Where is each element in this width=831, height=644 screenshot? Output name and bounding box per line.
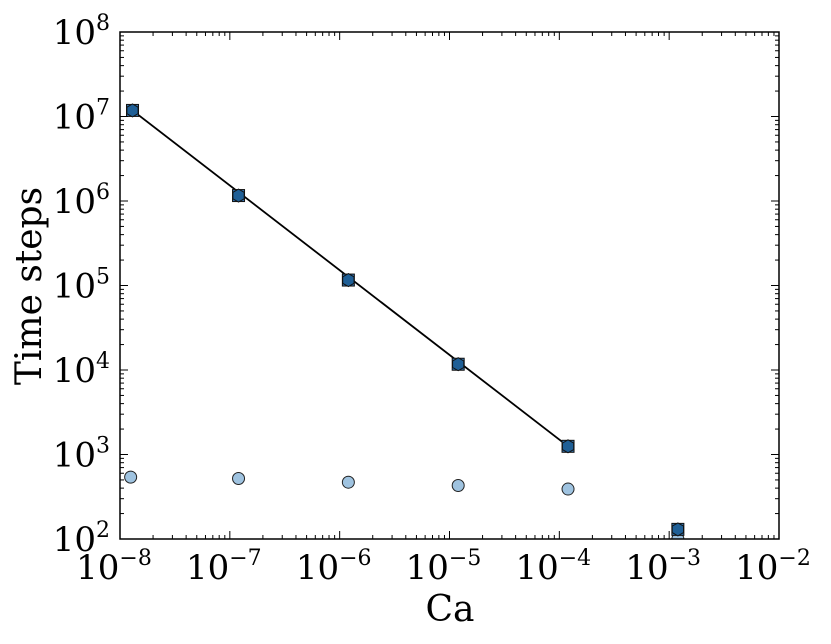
circle-point	[561, 482, 575, 496]
circle-point	[341, 475, 355, 489]
circle-point	[232, 471, 246, 485]
x-tick-label: 10−5	[406, 546, 482, 588]
hexagon-point	[671, 522, 684, 537]
hexagon-point	[452, 357, 465, 372]
y-tick-label: 107	[53, 96, 110, 138]
y-tick-label: 102	[53, 518, 110, 560]
y-tick-label: 103	[53, 434, 110, 476]
x-tick-label: 10−8	[76, 546, 152, 588]
x-tick-label: 10−6	[296, 546, 372, 588]
y-tick-label: 106	[53, 180, 110, 222]
circle-point	[451, 478, 465, 492]
axis-ticks	[119, 31, 780, 540]
x-tick-label: 10−2	[735, 546, 811, 588]
hexagon-point	[126, 103, 139, 118]
x-tick-label: 10−7	[186, 546, 262, 588]
circle-point	[124, 470, 138, 484]
hexagon-point	[561, 439, 575, 454]
x-tick-labels: 10−8 10−7 10−6 10−5 10−4 10−3 10−2	[76, 546, 811, 588]
x-tick-label: 10−3	[625, 546, 701, 588]
y-tick-labels: 102 103 104 105 106 107 108	[53, 11, 110, 560]
y-axis-label: Time steps	[9, 187, 50, 385]
x-tick-label: 10−4	[515, 546, 591, 588]
plot-frame	[119, 31, 780, 540]
y-tick-label: 108	[53, 11, 110, 53]
x-axis-label: Ca	[425, 589, 474, 630]
y-tick-label: 105	[53, 265, 110, 307]
plot-border	[119, 31, 780, 540]
y-tick-label: 104	[53, 349, 110, 391]
hexagon-point	[232, 188, 245, 203]
hexagon-point	[342, 273, 355, 288]
plot-marks	[124, 103, 685, 539]
